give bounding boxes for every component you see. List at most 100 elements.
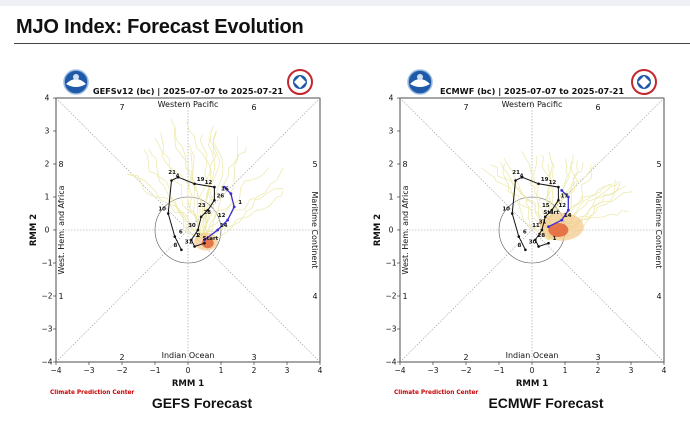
mjo-phase-diagram: ECMWF (bc) | 2025-07-07 to 2025-07-21861…: [373, 69, 667, 396]
y-tick-label: −3: [385, 325, 396, 334]
ensemble-member-line: [204, 190, 284, 241]
y-tick-label: 1: [45, 193, 50, 202]
observed-path: [167, 176, 215, 251]
phase-number: 5: [656, 160, 661, 169]
observed-point: [166, 212, 170, 215]
noaa-logo-icon: [63, 69, 89, 95]
path-label: 14: [220, 223, 228, 229]
ensemble-member-line: [202, 135, 239, 240]
x-tick-label: −2: [116, 366, 127, 375]
spread-core: [548, 223, 569, 237]
phase-number: 5: [312, 160, 317, 169]
y-tick-label: 1: [389, 193, 394, 202]
x-tick-label: −2: [460, 366, 471, 375]
path-label: 31: [539, 220, 547, 226]
x-tick-label: −3: [427, 366, 438, 375]
y-tick-label: −3: [41, 325, 52, 334]
region-label-right: Maritime Continent: [654, 191, 663, 268]
ecmwf-caption: ECMWF Forecast: [488, 395, 604, 411]
observed-point: [170, 179, 173, 182]
phase-number: 6: [251, 103, 256, 112]
y-tick-label: 2: [45, 160, 50, 169]
forecast-mean-point: [547, 225, 550, 229]
y-tick-label: 4: [389, 94, 394, 103]
x-tick-label: 0: [186, 366, 191, 375]
path-label: 2: [197, 233, 201, 239]
path-label: 1: [238, 200, 242, 206]
observed-point: [557, 185, 560, 189]
path-label: 19: [197, 177, 205, 183]
gefs-caption: GEFS Forecast: [151, 395, 253, 411]
phase-number: 1: [402, 292, 407, 301]
observed-point: [199, 215, 203, 219]
y-tick-label: 0: [389, 226, 394, 235]
observed-point: [547, 241, 550, 245]
path-label: 10: [158, 207, 166, 213]
observed-point: [193, 182, 196, 186]
y-tick-label: 2: [389, 160, 394, 169]
region-label-right: Maritime Continent: [310, 191, 319, 268]
forecast-mean-point: [232, 205, 236, 209]
path-label: 1: [553, 236, 557, 242]
ensemble-member-line: [190, 152, 205, 240]
observed-point: [176, 175, 180, 179]
gefs-panel: GEFSv12 (bc) | 2025-07-07 to 2025-07-21 8…: [28, 60, 348, 400]
region-label-left: West. Hem. and Africa: [401, 185, 410, 274]
observed-point: [517, 235, 521, 238]
phase-number: 2: [463, 353, 468, 362]
path-label: 6: [523, 230, 527, 236]
path-label: 4: [520, 174, 524, 180]
forecast-mean-point: [216, 228, 220, 232]
y-tick-label: 3: [45, 127, 50, 136]
forecast-mean-path: [204, 186, 235, 241]
path-label: 8: [173, 243, 177, 249]
phase-number: 7: [119, 103, 124, 112]
path-label: 31: [185, 240, 193, 246]
x-tick-label: −1: [149, 366, 160, 375]
phase-number: 7: [463, 103, 468, 112]
cpc-credit: Climate Prediction Center: [50, 390, 134, 396]
path-label: 30: [188, 223, 196, 229]
y-tick-label: −1: [385, 259, 396, 268]
y-tick-label: −2: [385, 292, 396, 301]
title-divider: [14, 43, 690, 44]
path-label: 10: [502, 207, 510, 213]
x-axis-label: RMM 1: [172, 379, 204, 389]
phase-number: 2: [119, 353, 124, 362]
ensemble-member-line: [170, 118, 205, 241]
ensemble-member-line: [521, 150, 549, 241]
path-label: 15: [542, 203, 550, 209]
observed-point: [190, 238, 193, 242]
x-tick-label: 2: [252, 366, 257, 375]
x-tick-label: −3: [83, 366, 94, 375]
observed-point: [213, 185, 216, 189]
x-tick-label: −1: [493, 366, 504, 375]
path-label: 28: [537, 233, 545, 239]
nws-logo-icon: [287, 69, 313, 95]
forecast-mean-point: [203, 238, 206, 242]
path-label: 12: [218, 213, 226, 219]
y-tick-label: −4: [41, 358, 52, 367]
observed-point: [196, 228, 200, 232]
forecast-mean-point: [566, 208, 570, 212]
ensemble-member-line: [174, 126, 205, 240]
y-tick-label: −1: [41, 259, 52, 268]
cpc-credit: Climate Prediction Center: [394, 390, 478, 396]
x-tick-label: −4: [394, 366, 405, 375]
observed-point: [510, 212, 514, 215]
phase-grid: [399, 97, 665, 363]
x-tick-label: 1: [563, 366, 568, 375]
phase-number: 3: [251, 353, 256, 362]
ensemble-member-line: [204, 147, 247, 241]
ensemble-member-line: [490, 164, 549, 241]
path-label: Start: [203, 236, 219, 242]
x-axis-label: RMM 1: [516, 379, 548, 389]
observed-point: [173, 235, 177, 238]
phase-number: 6: [595, 103, 600, 112]
x-tick-label: 2: [596, 366, 601, 375]
observed-point: [534, 238, 537, 242]
path-label: 26: [217, 193, 225, 199]
noaa-logo-icon: [407, 69, 433, 95]
ensemble-member-line: [154, 137, 205, 241]
observed-point: [514, 179, 517, 182]
